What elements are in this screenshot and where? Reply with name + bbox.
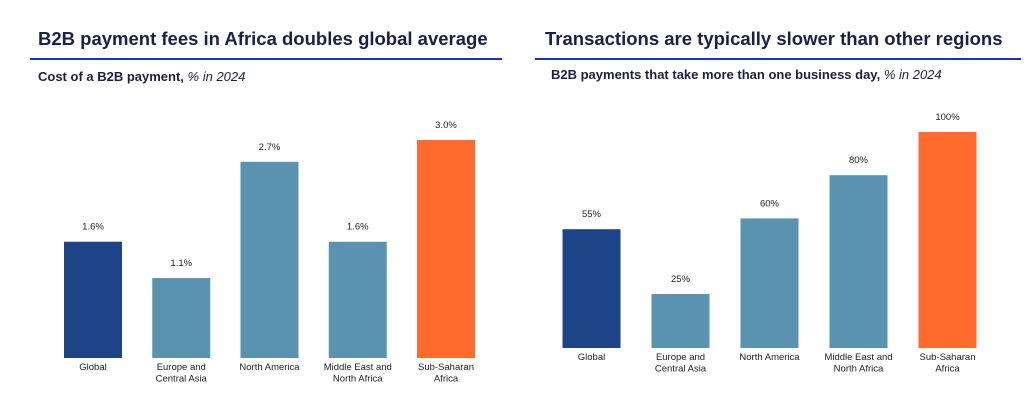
right-chart-title: Transactions are typically slower than o… — [545, 28, 1003, 49]
right-subtitle-unit: % in 2024 — [883, 67, 942, 82]
bar-middle-east-and-north-africa — [328, 241, 387, 358]
bar-value-label: 80% — [849, 155, 869, 166]
category-tick-label: Central Asia — [655, 364, 707, 375]
bar-value-label: 2.7% — [259, 142, 281, 153]
bar-value-label: 60% — [760, 198, 780, 209]
left-chart-title: B2B payment fees in Africa doubles globa… — [38, 28, 488, 49]
bar-sub-saharan-africa — [918, 132, 977, 348]
category-tick-label: Middle East and — [324, 362, 392, 373]
left-chart-subtitle: Cost of a B2B payment, % in 2024 — [38, 69, 245, 84]
category-tick-label: North Africa — [834, 364, 884, 375]
category-tick-label: Africa — [434, 374, 459, 385]
category-tick-label: Central Asia — [156, 374, 208, 385]
bar-sub-saharan-africa — [417, 140, 475, 358]
bar-value-label: 25% — [671, 274, 691, 285]
bar-global — [64, 241, 122, 358]
category-tick-label: North America — [239, 362, 300, 373]
category-tick-label: Sub-Saharan — [920, 352, 976, 363]
right-chart-panel: Transactions are typically slower than o… — [518, 0, 1036, 408]
bar-value-label: 3.0% — [435, 120, 457, 131]
bar-value-label: 55% — [582, 209, 602, 220]
bar-value-label: 1.6% — [347, 222, 369, 233]
right-title-rule — [535, 58, 1021, 60]
category-tick-label: Sub-Saharan — [418, 362, 474, 373]
left-chart-panel: B2B payment fees in Africa doubles globa… — [30, 28, 502, 385]
left-title-rule — [30, 58, 502, 60]
bar-global — [562, 229, 621, 348]
bar-value-label: 1.1% — [170, 258, 192, 269]
bar-north-america — [240, 161, 299, 358]
bar-middle-east-and-north-africa — [829, 175, 888, 348]
left-subtitle-main: Cost of a B2B payment, — [38, 69, 184, 84]
bar-europe-and-central-asia — [152, 278, 211, 358]
bar-europe-and-central-asia — [651, 294, 710, 348]
category-tick-label: Global — [578, 352, 605, 363]
category-tick-label: Europe and — [157, 362, 206, 373]
category-tick-label: Africa — [935, 364, 960, 375]
category-tick-label: Global — [79, 362, 106, 373]
left-subtitle-unit: % in 2024 — [187, 69, 246, 84]
category-tick-label: Middle East and — [824, 352, 892, 363]
category-tick-label: North Africa — [333, 374, 383, 385]
right-chart-subtitle: B2B payments that take more than one bus… — [551, 67, 942, 82]
category-tick-label: Europe and — [656, 352, 705, 363]
bar-value-label: 1.6% — [82, 222, 104, 233]
right-subtitle-main: B2B payments that take more than one bus… — [551, 67, 881, 82]
bar-value-label: 100% — [935, 112, 960, 123]
bar-north-america — [740, 218, 799, 348]
category-tick-label: North America — [739, 352, 800, 363]
